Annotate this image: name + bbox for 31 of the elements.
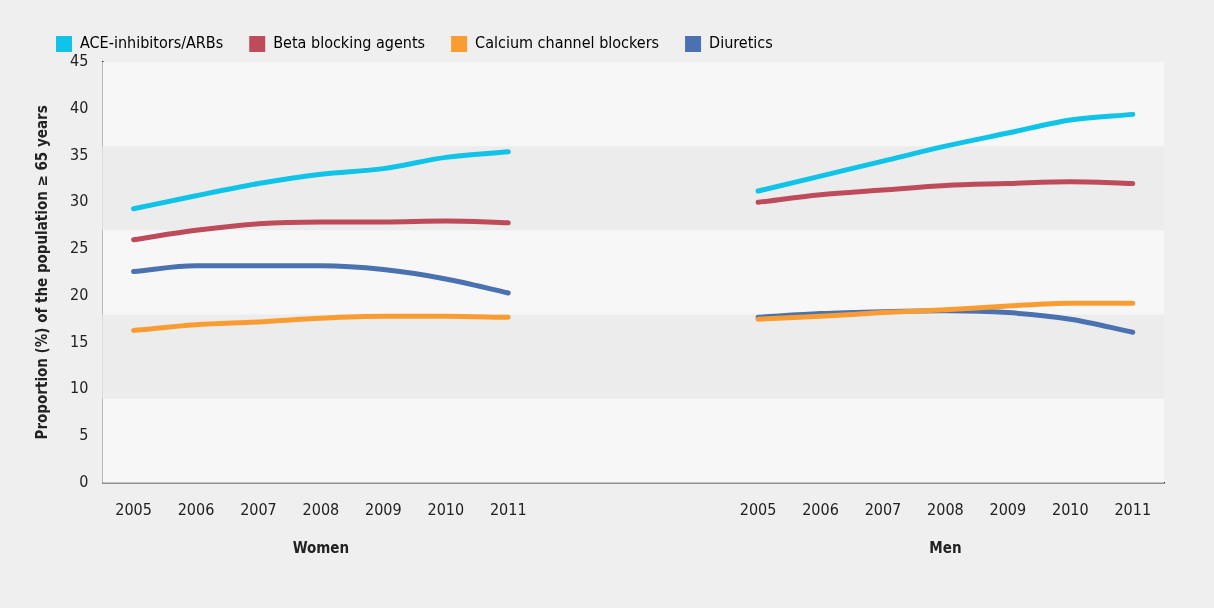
text: Women (292, 538, 350, 557)
x-tick-label: 2005 (115, 499, 152, 519)
y-tick-label: 20 (70, 284, 89, 304)
y-tick-label: 15 (70, 331, 89, 351)
y-tick-label: 10 (70, 378, 89, 398)
y-tick-label: 25 (70, 238, 89, 258)
x-tick-label: 2011 (1114, 499, 1152, 519)
x-tick-label: 2009 (365, 499, 402, 519)
legend-label: Calcium channel blockers (475, 33, 660, 53)
y-tick-label: 35 (70, 144, 89, 164)
y-tick-label: 40 (70, 97, 89, 117)
x-tick-label: 2010 (1052, 499, 1089, 519)
x-tick-label: 2009 (989, 499, 1027, 519)
x-tick-label: 2007 (864, 499, 902, 519)
x-tick-label: 2008 (927, 499, 964, 519)
x-tick-label: 2007 (240, 499, 277, 519)
x-tick-label: 2008 (302, 499, 340, 519)
x-tick-label: 2011 (489, 499, 527, 519)
x-tick-label: 2010 (427, 499, 465, 519)
y-tick-label: 5 (79, 425, 89, 445)
y-tick-label: 45 (70, 51, 89, 71)
x-tick-label: 2006 (802, 499, 839, 519)
legend-label: Diuretics (709, 33, 773, 53)
text: Men (929, 538, 962, 557)
legend-label: ACE-inhibitors/ARBs (80, 33, 224, 53)
x-tick-label: 2005 (739, 499, 777, 519)
legend-label: Beta blocking agents (273, 33, 426, 53)
y-axis-title: Proportion (%) of the population ≥ 65 years (32, 105, 51, 440)
y-tick-label: 0 (79, 471, 89, 491)
y-tick-label: 30 (70, 191, 89, 211)
x-tick-label: 2006 (177, 499, 215, 519)
